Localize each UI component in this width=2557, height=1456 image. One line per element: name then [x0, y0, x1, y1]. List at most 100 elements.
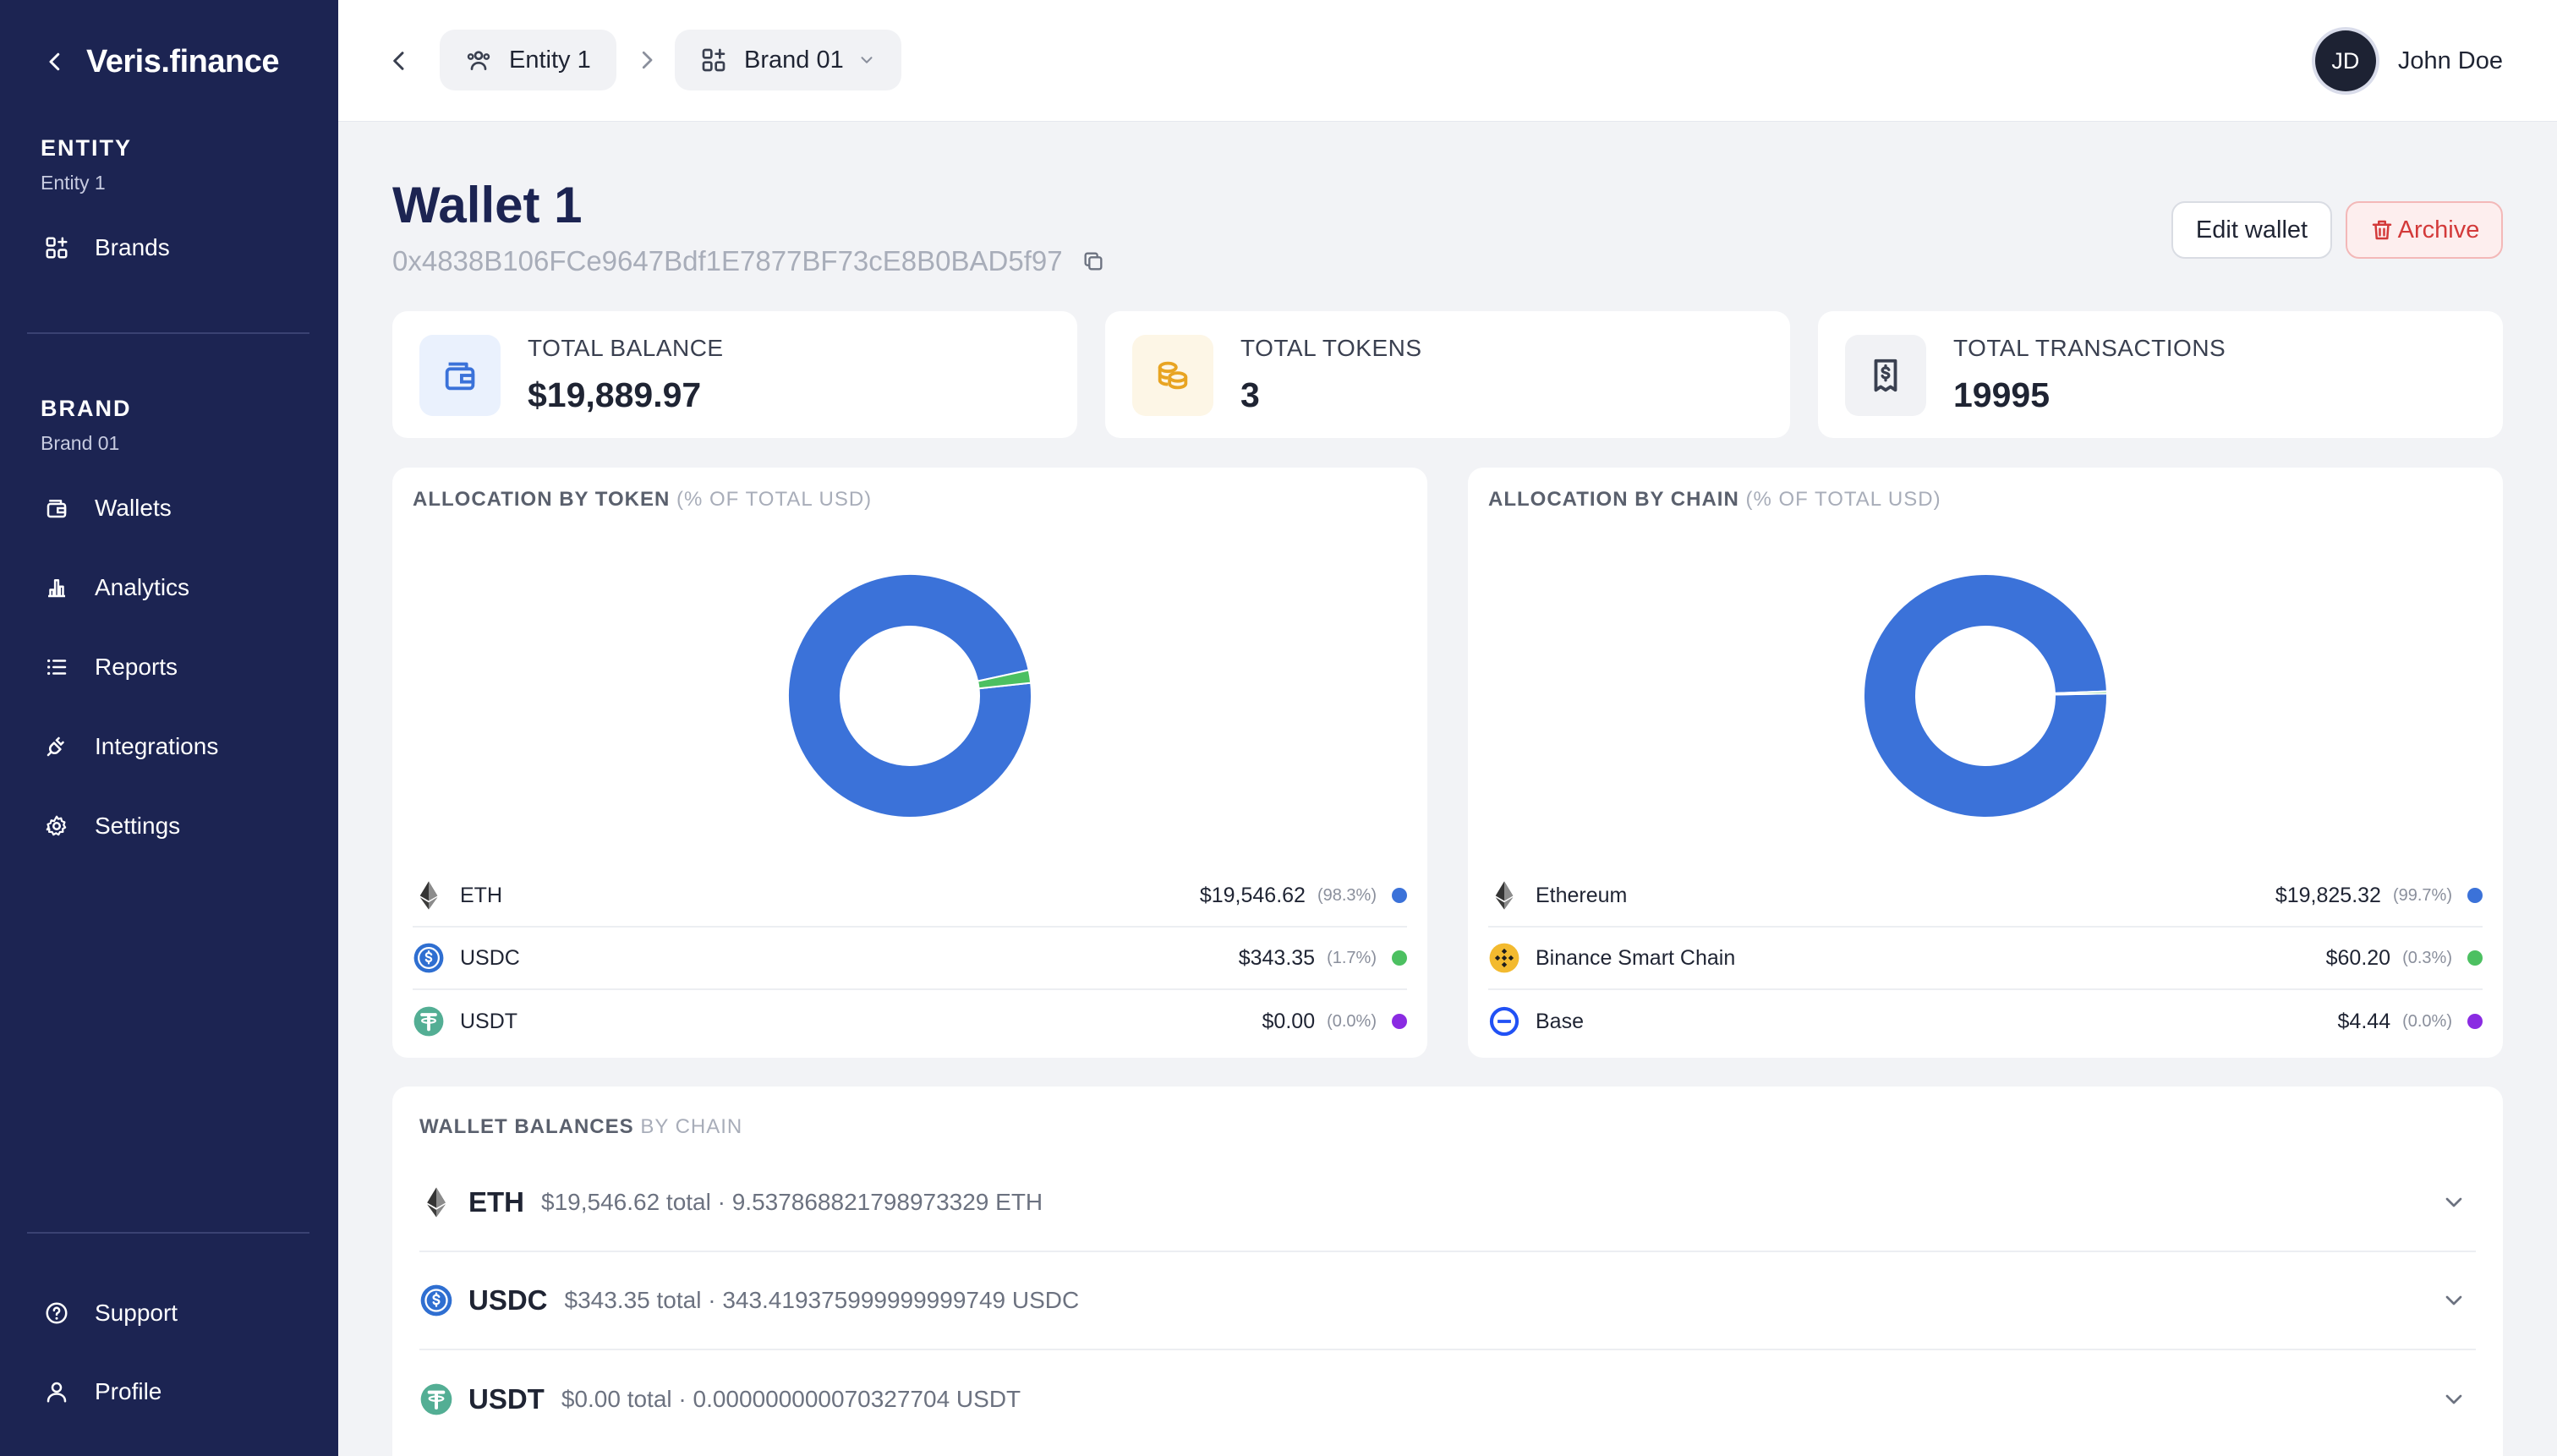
balance-row-eth[interactable]: ETH $19,546.62 total · 9.537868821798973… [419, 1154, 2476, 1252]
sidebar-item-analytics[interactable]: Analytics [44, 564, 189, 611]
sidebar-item-label: Wallets [95, 495, 172, 521]
token-donut-chart [787, 573, 1032, 818]
wallet-address-text: 0x4838B106FCe9647Bdf1E7877BF73cE8B0BAD5f… [392, 245, 1063, 276]
balance-symbol: USDC [468, 1284, 548, 1316]
legend-color-dot [1392, 1014, 1407, 1029]
legend-name: Base [1536, 1009, 1584, 1033]
wallet-address: 0x4838B106FCe9647Bdf1E7877BF73cE8B0BAD5f… [392, 245, 1105, 277]
receipt-icon [1874, 359, 1897, 392]
legend-values: $343.35 (1.7%) [1239, 946, 1407, 971]
donut-slice-binance-smart-chain[interactable] [2053, 690, 2108, 696]
legend-row[interactable]: Base $4.44 (0.0%) [1488, 990, 2483, 1053]
card-title-sub: BY CHAIN [640, 1115, 743, 1138]
legend-value: $343.35 [1238, 945, 1316, 970]
legend-row[interactable]: Binance Smart Chain $60.20 (0.3%) [1488, 928, 2483, 990]
stat-icon-wrap [1845, 335, 1926, 416]
chevron-down-icon[interactable] [2440, 1189, 2467, 1216]
stat-label: TOTAL TOKENS [1240, 335, 1422, 361]
sidebar-item-settings[interactable]: Settings [44, 802, 180, 850]
legend-value: $60.20 [2325, 945, 2391, 970]
sidebar-item-wallets[interactable]: Wallets [44, 484, 172, 532]
wallet-icon [445, 362, 475, 391]
collapse-sidebar-button[interactable] [41, 47, 69, 76]
chain-donut-chart [1863, 572, 2108, 818]
legend-row[interactable]: USDC $343.35 (1.7%) [413, 928, 1407, 990]
stat-label: TOTAL TRANSACTIONS [1953, 335, 2226, 361]
page-title: Wallet 1 [392, 177, 583, 233]
legend-name: USDC [460, 945, 520, 970]
topbar: Entity 1 Brand 01 JD John Doe [338, 0, 2557, 122]
stat-label: TOTAL BALANCE [528, 335, 724, 361]
entity-section-title: ENTITY [41, 135, 133, 161]
eth-icon [1495, 881, 1514, 910]
sidebar-item-label: Integrations [95, 733, 219, 759]
legend-value: $19,546.62 [1199, 883, 1306, 907]
sidebar-divider [27, 1232, 309, 1234]
sidebar-item-support[interactable]: Support [44, 1289, 178, 1337]
legend-percent: (0.0%) [2402, 1011, 2452, 1031]
legend-row[interactable]: Ethereum $19,825.32 (99.7%) [1488, 865, 2483, 928]
sidebar-item-integrations[interactable]: Integrations [44, 723, 218, 770]
balance-detail: $0.00 total · 0.000000000070327704 USDT [561, 1386, 1021, 1412]
card-title: ALLOCATION BY CHAIN (% OF TOTAL USD) [1488, 488, 1941, 512]
donut-slice-ethereum[interactable] [1863, 572, 2108, 818]
legend-values: $4.44 (0.0%) [2338, 1010, 2483, 1034]
bar-chart-icon [48, 579, 65, 598]
chevron-down-icon [861, 57, 873, 63]
legend-color-dot [1392, 950, 1407, 966]
bnb-icon [1489, 943, 1519, 973]
trash-icon [2372, 220, 2391, 240]
card-title: ALLOCATION BY TOKEN (% OF TOTAL USD) [413, 488, 872, 512]
entity-section-subtitle: Entity 1 [41, 172, 106, 194]
stat-icon-wrap [1132, 335, 1213, 416]
stat-card-total-tokens: TOTAL TOKENS 3 [1105, 311, 1790, 438]
sidebar-item-brands[interactable]: Brands [44, 224, 170, 271]
legend-percent: (98.3%) [1317, 885, 1377, 905]
back-button[interactable] [382, 44, 416, 78]
edit-wallet-button[interactable]: Edit wallet [2171, 201, 2332, 259]
stat-card-total-transactions: TOTAL TRANSACTIONS 19995 [1818, 311, 2503, 438]
sidebar-item-label: Reports [95, 654, 178, 680]
chevron-down-icon[interactable] [2440, 1287, 2467, 1314]
legend-row[interactable]: ETH $19,546.62 (98.3%) [413, 865, 1407, 928]
user-icon [47, 1382, 67, 1403]
usdc-icon [420, 1284, 452, 1316]
legend-percent: (0.3%) [2402, 948, 2452, 967]
sidebar: Veris.finance ENTITY Entity 1 Brands BRA… [0, 0, 338, 1456]
sidebar-item-reports[interactable]: Reports [44, 643, 178, 691]
breadcrumb-label: Entity 1 [509, 46, 591, 74]
sidebar-item-label: Profile [95, 1378, 162, 1404]
sidebar-item-label: Analytics [95, 574, 190, 600]
stat-value: 3 [1240, 375, 1260, 414]
balance-row-usdt[interactable]: USDT $0.00 total · 0.000000000070327704 … [419, 1350, 2476, 1448]
archive-button[interactable]: Archive [2346, 201, 2503, 259]
breadcrumb-brand[interactable]: Brand 01 [675, 30, 901, 90]
card-title-main: ALLOCATION BY TOKEN [413, 488, 671, 511]
legend-values: $19,825.32 (99.7%) [2275, 884, 2483, 908]
copy-icon[interactable] [1081, 249, 1105, 273]
base-icon [1489, 1006, 1519, 1037]
legend-values: $19,546.62 (98.3%) [1200, 884, 1407, 908]
chevron-left-icon [393, 52, 404, 70]
card-title: WALLET BALANCES BY CHAIN [419, 1115, 742, 1139]
legend-value: $19,825.32 [2275, 883, 2381, 907]
legend-name: Ethereum [1536, 883, 1628, 907]
user-name[interactable]: John Doe [2397, 47, 2503, 74]
donut-slice-eth[interactable] [787, 573, 1032, 818]
breadcrumb-entity[interactable]: Entity 1 [440, 30, 616, 90]
usdc-icon [413, 943, 444, 973]
avatar[interactable]: JD [2314, 30, 2376, 91]
sidebar-item-profile[interactable]: Profile [44, 1368, 162, 1415]
stat-icon-wrap [419, 335, 501, 416]
legend-row[interactable]: USDT $0.00 (0.0%) [413, 990, 1407, 1053]
legend-percent: (1.7%) [1327, 948, 1377, 967]
balance-row-usdc[interactable]: USDC $343.35 total · 343.419375999999999… [419, 1252, 2476, 1350]
balance-symbol: USDT [468, 1383, 545, 1415]
brand-section-subtitle: Brand 01 [41, 432, 120, 454]
chevron-down-icon[interactable] [2440, 1386, 2467, 1413]
user-menu[interactable]: JD John Doe [2314, 30, 2503, 91]
sidebar-item-label: Brands [95, 234, 170, 260]
donut-slice-usdc[interactable] [976, 669, 1032, 690]
sidebar-header: Veris.finance [41, 41, 279, 83]
app-logo[interactable]: Veris.finance [86, 43, 279, 79]
